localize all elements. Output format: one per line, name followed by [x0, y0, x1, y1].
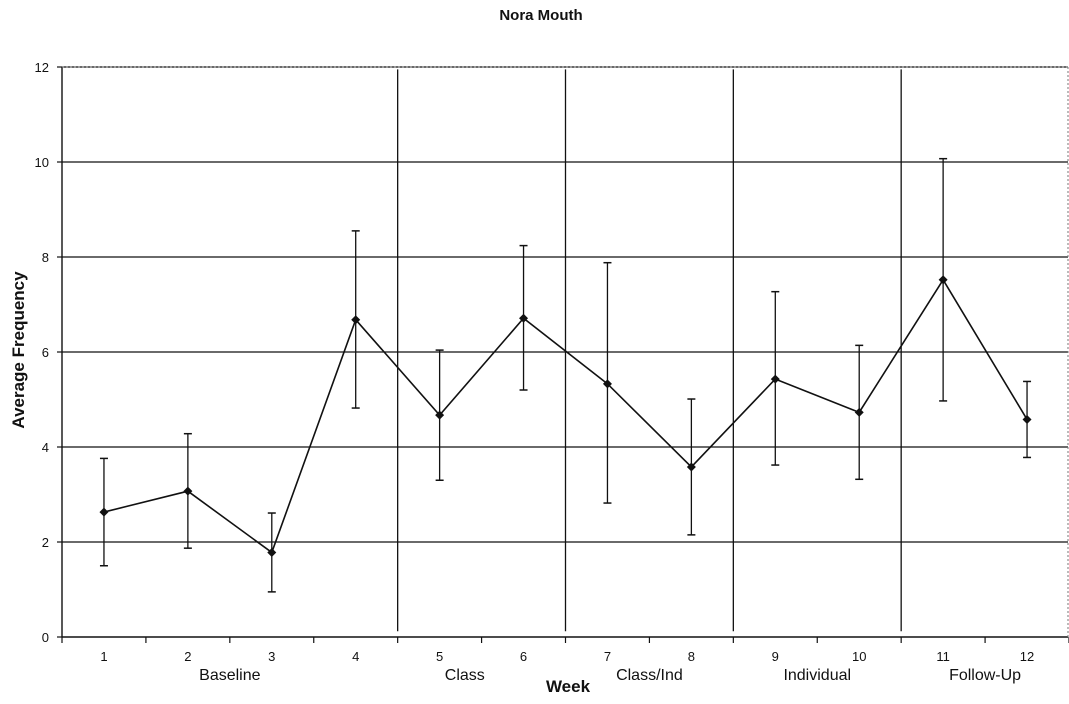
x-tick-label: 2 — [184, 649, 191, 664]
y-tick-labels: 0 2 4 6 8 10 12 — [35, 60, 49, 645]
x-tick-label: 3 — [268, 649, 275, 664]
x-tick-label: 8 — [688, 649, 695, 664]
data-point — [602, 379, 612, 389]
y-tick-label: 12 — [35, 60, 49, 75]
data-point — [99, 507, 109, 517]
y-axis-label: Average Frequency — [9, 271, 28, 429]
x-tick-label: 6 — [520, 649, 527, 664]
data-point — [938, 275, 948, 285]
x-axis-label: Week — [546, 677, 591, 696]
data-point — [267, 547, 277, 557]
y-tick-label: 6 — [42, 345, 49, 360]
data-series — [99, 275, 1032, 557]
x-tick-label: 9 — [772, 649, 779, 664]
y-tick-label: 4 — [42, 440, 49, 455]
y-tick-label: 8 — [42, 250, 49, 265]
data-point — [183, 486, 193, 496]
x-tick-label: 1 — [100, 649, 107, 664]
data-point — [1022, 414, 1032, 424]
x-tick-label: 10 — [852, 649, 866, 664]
x-tick-labels: 1 2 3 4 5 6 7 8 9 10 11 12 — [100, 649, 1034, 664]
data-point — [770, 374, 780, 384]
axes — [57, 66, 1069, 643]
phase-label: Class/Ind — [616, 667, 683, 684]
data-point — [435, 410, 445, 420]
phase-label: Follow-Up — [949, 667, 1021, 684]
phase-label: Class — [445, 667, 485, 684]
data-point — [519, 313, 529, 323]
y-tick-label: 2 — [42, 535, 49, 550]
x-tick-label: 12 — [1020, 649, 1034, 664]
chart-title: Nora Mouth — [499, 7, 582, 24]
data-point — [854, 407, 864, 417]
x-tick-label: 7 — [604, 649, 611, 664]
phase-label: Individual — [783, 667, 851, 684]
y-tick-label: 0 — [42, 630, 49, 645]
x-tick-label: 5 — [436, 649, 443, 664]
phase-labels: Baseline Class Class/Ind Individual Follow-U… — [199, 667, 1021, 684]
phase-label: Baseline — [199, 667, 260, 684]
x-tick-label: 11 — [936, 649, 950, 664]
data-point — [351, 315, 361, 325]
phase-dividers — [397, 69, 902, 632]
x-tick-label: 4 — [352, 649, 359, 664]
series-line — [103, 278, 1028, 554]
y-tick-label: 10 — [35, 155, 49, 170]
data-point — [686, 462, 696, 472]
